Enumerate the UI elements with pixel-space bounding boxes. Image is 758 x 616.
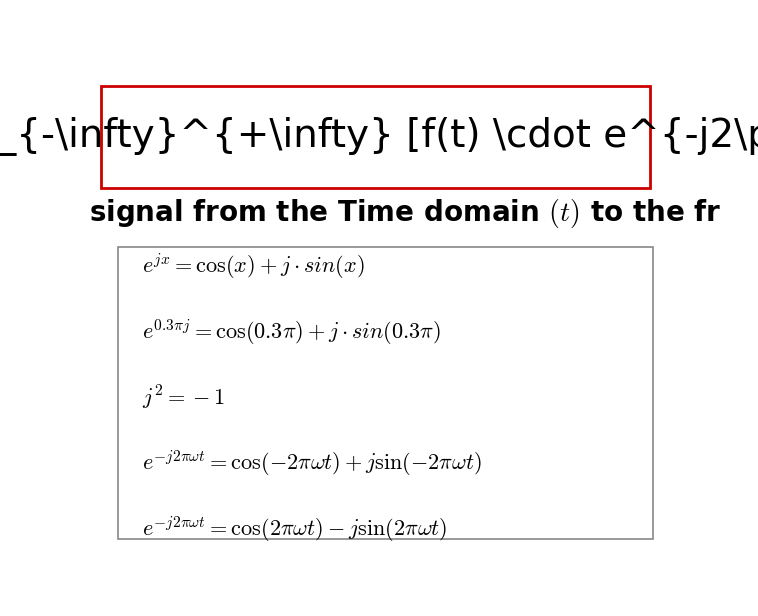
Text: $e^{0.3\pi j} = \cos(0.3\pi) + j \cdot sin(0.3\pi)$: $e^{0.3\pi j} = \cos(0.3\pi) + j \cdot s… <box>142 317 441 347</box>
Text: signal from the Time domain $(t)$ to the fr: signal from the Time domain $(t)$ to the… <box>89 197 721 230</box>
FancyBboxPatch shape <box>118 247 653 539</box>
Text: $j^{2}= -1$: $j^{2}= -1$ <box>142 384 224 411</box>
Text: $e^{-j2\pi\omega t} = \cos(2\pi\omega t) - j\sin(2\pi\omega t)$: $e^{-j2\pi\omega t} = \cos(2\pi\omega t)… <box>142 514 447 544</box>
Text: $e^{jx} = \cos(x) + j \cdot sin(x)$: $e^{jx} = \cos(x) + j \cdot sin(x)$ <box>142 251 365 281</box>
Text: F(\omega) = \int_{-\infty}^{+\infty} [f(t) \cdot e^{-j2\pi\omega t}]\, dt: F(\omega) = \int_{-\infty}^{+\infty} [f(… <box>0 117 758 156</box>
FancyBboxPatch shape <box>101 86 650 188</box>
Text: $e^{-j2\pi\omega t} = \cos(-2\pi\omega t) + j\sin(-2\pi\omega t)$: $e^{-j2\pi\omega t} = \cos(-2\pi\omega t… <box>142 448 482 478</box>
